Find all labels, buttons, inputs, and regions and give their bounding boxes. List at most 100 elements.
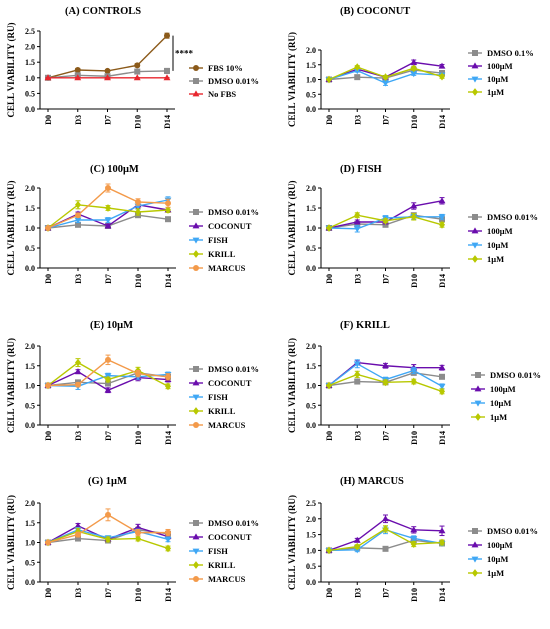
y-tick-label: 0.0 [25, 578, 35, 587]
data-point [75, 212, 81, 219]
y-tick-label: 0.5 [25, 401, 35, 410]
data-point [134, 523, 142, 530]
data-point [105, 511, 111, 518]
legend-label: 1μM [487, 87, 504, 97]
y-tick-label: 0.5 [25, 89, 35, 98]
x-tick-label: D7 [104, 431, 113, 441]
data-point [410, 64, 417, 73]
x-tick-label: D14 [438, 431, 447, 445]
x-tick-label: D10 [410, 588, 419, 602]
y-tick-label: 1.0 [25, 224, 35, 233]
x-tick-label: D0 [325, 115, 334, 125]
legend-marker [193, 576, 199, 582]
chart-panel-1: (A) CONTROLS CELL VIABILITY (RU) 0.0 0.5 1.0… [6, 6, 259, 129]
y-tick-label: 1.0 [25, 74, 35, 83]
data-point [382, 80, 389, 87]
series-MARCUS [45, 508, 171, 546]
data-point [74, 368, 82, 375]
data-point [439, 538, 445, 547]
data-point [354, 378, 361, 385]
data-point [382, 73, 389, 82]
data-point [135, 534, 141, 543]
x-tick-label: D7 [382, 431, 391, 441]
data-point [439, 72, 445, 81]
legend-marker [471, 76, 479, 83]
data-point [353, 361, 361, 368]
y-tick-label: 0.5 [25, 244, 35, 253]
legend-marker [472, 255, 478, 263]
x-tick-label: D14 [438, 115, 447, 129]
x-tick-label: D14 [164, 431, 173, 445]
y-tick-label: 1.0 [306, 224, 316, 233]
y-tick-label: 2.5 [25, 27, 35, 36]
data-point [382, 515, 389, 522]
data-point [382, 216, 389, 225]
y-tick-label: 2.0 [25, 43, 35, 52]
x-tick-label: D10 [134, 431, 143, 445]
significance-label: **** [175, 48, 194, 58]
data-point [353, 68, 361, 75]
legend-label: DMSO 0.1% [487, 48, 534, 58]
legend-label: KRILL [208, 560, 236, 570]
y-tick-label: 2.0 [25, 342, 35, 351]
data-point [326, 381, 332, 390]
legend-marker [192, 379, 200, 386]
legend-marker [192, 222, 200, 229]
y-tick-label: 1.5 [306, 531, 316, 540]
y-tick-label: 2.0 [306, 515, 316, 524]
data-point [105, 380, 111, 387]
data-point [354, 211, 361, 220]
panel-title: (F) KRILL [340, 320, 390, 331]
legend-marker [193, 265, 199, 271]
panel-title: (A) CONTROLS [65, 6, 141, 17]
data-point [164, 67, 170, 74]
y-tick-label: 1.5 [25, 58, 35, 67]
data-point [74, 522, 82, 529]
y-axis-label: CELL VIABILITY (RU) [6, 22, 16, 117]
data-point [44, 74, 52, 81]
y-tick-label: 1.0 [306, 382, 316, 391]
y-tick-label: 2.0 [25, 184, 35, 193]
x-tick-label: D3 [353, 274, 362, 284]
legend-marker [192, 394, 200, 401]
legend: DMSO 0.1% 100μM 10μM 1μM [468, 48, 534, 97]
series-100μM [325, 514, 446, 553]
y-tick-label: 2.0 [306, 184, 316, 193]
data-point [354, 370, 361, 379]
data-point [105, 375, 111, 384]
legend-label: DMSO 0.01% [208, 76, 259, 86]
data-point [326, 75, 332, 84]
data-point [326, 546, 332, 555]
data-point [165, 544, 171, 553]
data-point [438, 383, 446, 390]
legend-marker [193, 520, 199, 526]
data-point [105, 204, 111, 212]
legend-marker [192, 90, 200, 97]
panel-title: (D) FISH [340, 164, 382, 175]
data-point [165, 382, 171, 391]
data-point [74, 217, 82, 224]
y-tick-label: 1.5 [25, 362, 35, 371]
y-tick-label: 0.5 [25, 558, 35, 567]
data-point [382, 378, 389, 387]
legend-label: FBS 10% [208, 63, 243, 73]
y-tick-label: 1.0 [306, 546, 316, 555]
legend-label: FISH [208, 546, 228, 556]
x-tick-label: D7 [382, 115, 391, 125]
legend-marker [471, 227, 479, 234]
legend-label: FISH [208, 235, 228, 245]
y-tick-label: 2.0 [25, 499, 35, 508]
data-point [165, 200, 171, 207]
y-axis-label: CELL VIABILITY (RU) [6, 495, 16, 590]
y-tick-label: 0.5 [306, 401, 316, 410]
y-tick-label: 0.0 [306, 578, 316, 587]
x-tick-label: D10 [410, 431, 419, 445]
data-point [105, 535, 111, 544]
legend-label: 10μM [487, 240, 508, 250]
chart-panel-4: (D) FISH CELL VIABILITY (RU) 0.0 0.5 1.0 1.5 2… [287, 164, 538, 288]
data-point [104, 386, 112, 393]
data-point [410, 202, 418, 209]
y-tick-label: 2.0 [306, 342, 316, 351]
x-tick-label: D14 [164, 274, 173, 288]
legend-marker [193, 366, 199, 372]
